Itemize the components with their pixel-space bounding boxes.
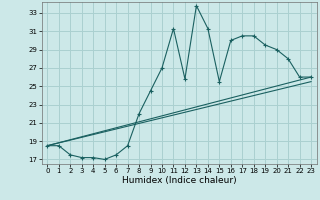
- X-axis label: Humidex (Indice chaleur): Humidex (Indice chaleur): [122, 176, 236, 185]
